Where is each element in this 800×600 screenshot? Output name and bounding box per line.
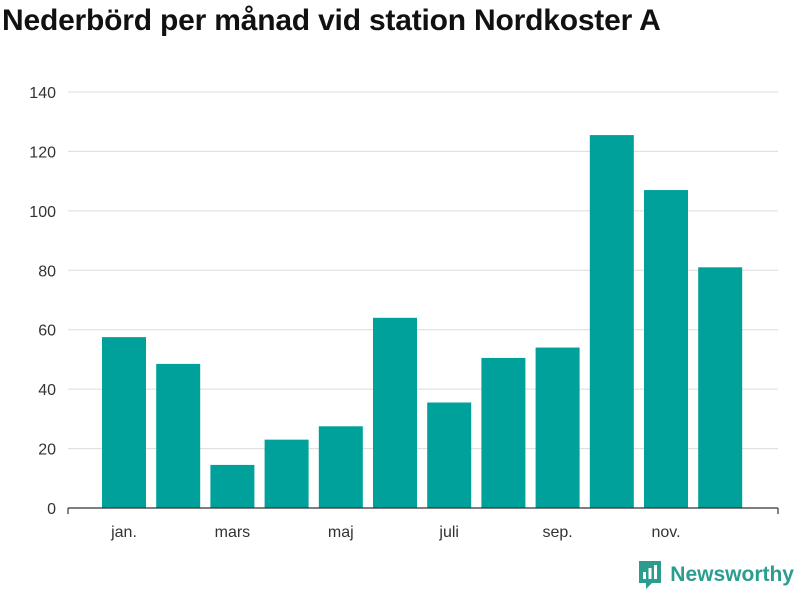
bar-jan [102, 337, 146, 508]
x-tick-label: mars [215, 524, 251, 541]
bar-aug [481, 357, 526, 508]
bar-mars [210, 464, 255, 508]
bar-feb [156, 363, 201, 508]
bar-nov [644, 190, 688, 509]
y-tick-label: 100 [29, 204, 56, 221]
bar-sep [535, 347, 580, 508]
y-tick-label: 60 [38, 323, 56, 340]
x-tick-label: sep. [542, 524, 572, 541]
x-tick-label: maj [328, 524, 354, 541]
x-axis [67, 507, 779, 514]
y-tick-label: 140 [29, 85, 56, 102]
chart-title: Nederbörd per månad vid station Nordkost… [2, 4, 661, 37]
y-axis-ticks: 0 20 40 60 80 100 120 140 [29, 85, 56, 518]
y-tick-label: 80 [38, 263, 56, 280]
bar-maj [318, 426, 363, 508]
x-axis-ticks: jan. mars maj juli sep. nov. [110, 524, 680, 541]
y-tick-label: 40 [38, 382, 56, 399]
x-tick-label: nov. [651, 524, 680, 541]
y-tick-label: 0 [47, 501, 56, 518]
x-tick-label: jan. [110, 524, 137, 541]
newsworthy-logo: Newsworthy [638, 560, 794, 590]
bar-dec [698, 267, 743, 508]
bar-juni [373, 317, 417, 508]
bars [102, 135, 743, 509]
bar-okt [589, 135, 634, 509]
bar-juli [427, 402, 472, 508]
newsworthy-logo-text: Newsworthy [670, 563, 794, 586]
y-tick-label: 120 [29, 144, 56, 161]
y-tick-label: 20 [38, 442, 56, 459]
bar-apr [264, 439, 309, 508]
newsworthy-logo-icon [639, 561, 662, 589]
x-tick-label: juli [438, 524, 459, 541]
